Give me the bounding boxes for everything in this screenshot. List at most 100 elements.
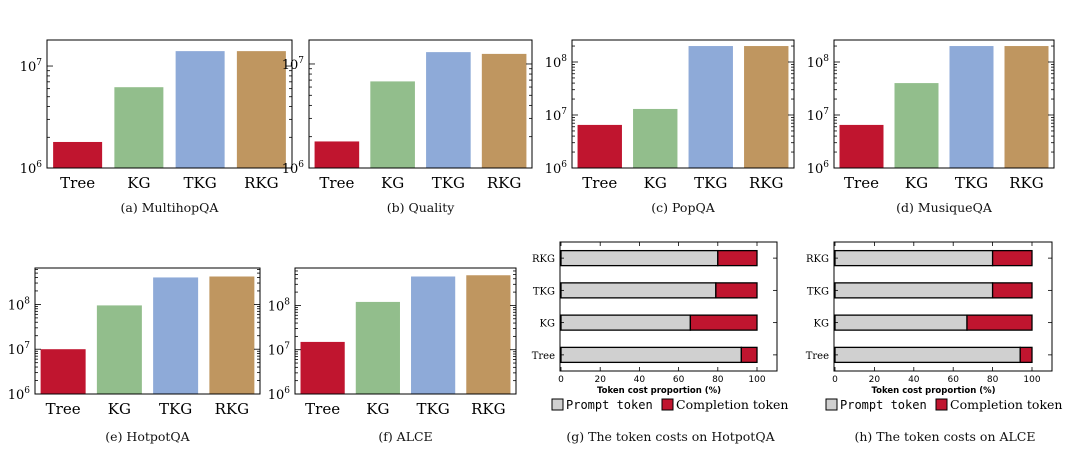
x-tick-label: KG — [644, 174, 667, 192]
plot-frame — [833, 39, 1055, 169]
completion-bar-tree — [1019, 346, 1033, 364]
y-tick-exponent: 6 — [36, 160, 42, 170]
y-tick-exponent: 7 — [298, 56, 304, 66]
y-tick-exponent: 6 — [823, 160, 829, 170]
y-tick-base: 10 — [807, 109, 824, 124]
bar-rkg — [481, 53, 527, 168]
y-tick-base: 10 — [268, 344, 285, 359]
plot-frame — [294, 267, 517, 395]
y-tick-exponent: 7 — [284, 342, 290, 352]
x-tick-label: RKG — [244, 174, 278, 192]
bar-kg — [96, 305, 142, 394]
prompt-bar-tkg — [560, 282, 717, 299]
x-tick-label: 100 — [748, 375, 765, 385]
y-tick-exponent: 8 — [561, 54, 567, 64]
y-tick-base: 10 — [268, 388, 285, 403]
y-tick-label: 106 — [282, 160, 305, 177]
x-tick-label: Tree — [582, 174, 617, 192]
y-tick-label: 106 — [268, 386, 291, 403]
x-tick-label: KG — [108, 400, 131, 418]
bar-rkg — [236, 51, 286, 168]
y-tick-base: 10 — [545, 162, 562, 177]
y-tick-exponent: 8 — [284, 297, 290, 307]
legend-label-completion: Completion token — [676, 397, 788, 412]
completion-bar-rkg — [991, 249, 1033, 267]
y-tick-label: 107 — [268, 342, 291, 359]
x-tick-label: KG — [366, 400, 389, 418]
y-tick-exponent: 7 — [561, 107, 567, 117]
y-tick-label: 106 — [807, 160, 830, 177]
bar-kg — [114, 87, 164, 168]
x-tick-label: 60 — [673, 375, 685, 385]
y-tick-base: 10 — [282, 162, 299, 177]
y-tick-base: 10 — [545, 56, 562, 71]
panel-caption: (e) HotpotQA — [105, 429, 190, 444]
y-tick-label: Tree — [532, 351, 555, 362]
y-tick-base: 10 — [807, 162, 824, 177]
panel-caption: (c) PopQA — [651, 200, 715, 215]
y-tick-base: 10 — [807, 56, 824, 71]
bar-rkg — [209, 276, 255, 394]
x-tick-label: 40 — [908, 375, 920, 385]
x-tick-label: 60 — [947, 375, 959, 385]
y-tick-base: 10 — [8, 388, 25, 403]
y-tick-label: RKG — [532, 254, 555, 265]
x-tick-label: Tree — [844, 174, 879, 192]
y-tick-base: 10 — [20, 60, 37, 75]
plot-frame — [308, 39, 533, 169]
x-tick-label: Tree — [46, 400, 81, 418]
legend-swatch-prompt — [825, 398, 838, 411]
y-tick-label: 107 — [8, 341, 31, 358]
y-tick-exponent: 8 — [823, 54, 829, 64]
x-tick-label: TKG — [694, 174, 727, 192]
legend-label-prompt: Prompt token — [566, 398, 653, 412]
prompt-bar-tkg — [834, 282, 994, 299]
panel-caption: (h) The token costs on ALCE — [855, 429, 1036, 444]
y-tick-label: KG — [814, 319, 829, 330]
bar-tree — [314, 141, 360, 168]
x-tick-label: 0 — [558, 375, 564, 385]
plot-frame — [833, 241, 1053, 372]
completion-bar-kg — [966, 314, 1033, 331]
y-tick-exponent: 6 — [24, 386, 30, 396]
plot-frame — [46, 39, 293, 169]
y-tick-label: 107 — [282, 56, 305, 73]
chart-panel-g: RKG TKG KG Tree 0 20 40 60 80 100 Token cost propo… — [532, 241, 788, 444]
chart-panel-h: RKG TKG KG Tree 0 20 40 60 80 100 Token cost propo… — [806, 241, 1062, 444]
prompt-bar-rkg — [834, 249, 994, 267]
y-tick-label: 107 — [807, 107, 830, 124]
y-tick-label: 108 — [8, 296, 31, 313]
y-tick-label: 108 — [545, 54, 568, 71]
y-tick-exponent: 6 — [298, 160, 304, 170]
plot-frame — [34, 267, 261, 395]
x-tick-label: 80 — [712, 375, 724, 385]
prompt-bar-kg — [834, 314, 968, 331]
legend-swatch-completion — [935, 398, 948, 411]
y-tick-label: TKG — [533, 286, 555, 297]
plot-frame — [559, 241, 778, 372]
bar-tkg — [175, 51, 225, 168]
panel-caption: (f) ALCE — [378, 429, 432, 444]
completion-bar-kg — [689, 314, 758, 331]
bar-tree — [300, 341, 345, 394]
x-axis-title: Token cost proportion (%) — [871, 386, 995, 396]
completion-bar-tkg — [991, 282, 1033, 299]
bar-tree — [839, 124, 884, 168]
x-tick-label: TKG — [184, 174, 217, 192]
panel-caption: (a) MultihopQA — [121, 200, 220, 215]
plot-frame — [571, 39, 795, 169]
bar-kg — [370, 81, 415, 168]
bar-tkg — [949, 46, 994, 168]
x-tick-label: Tree — [305, 400, 340, 418]
legend-swatch-completion — [661, 398, 674, 411]
y-tick-exponent: 7 — [36, 58, 42, 68]
panel-caption: (d) MusiqueQA — [896, 200, 993, 215]
bar-tree — [40, 349, 86, 394]
bar-tkg — [411, 276, 456, 394]
